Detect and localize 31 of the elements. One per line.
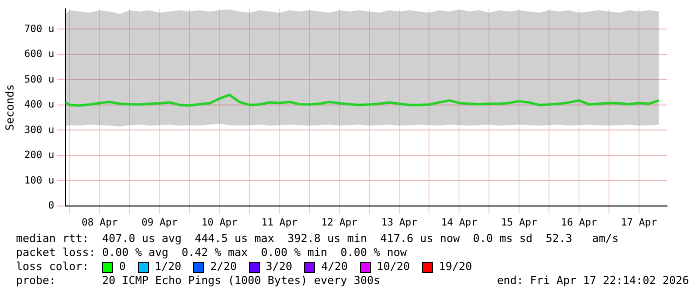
text: end: Fri Apr 17 22:14:02 2026 (496, 274, 689, 288)
y-tick-label: 100 u (24, 175, 54, 186)
text: probe: 20 ICMP Echo Pings (1000 Bytes) every 300s (16, 274, 380, 288)
legend-label: 0 (119, 260, 126, 274)
text: median rtt: 407.0 us avg 444.5 us max 392.8 us min 417.6 us now 0.0 ms sd 52.3 am/s (15, 232, 620, 246)
y-tick-label: 300 u (24, 124, 54, 136)
y-axis-title: Seconds (3, 84, 16, 131)
x-tick-label: 15 Apr (501, 218, 538, 229)
x-tick-label: 12 Apr (321, 218, 358, 229)
legend-label: 1/20 (154, 260, 182, 274)
legend-label: 3/20 (266, 260, 292, 274)
y-tick-label: 700 u (24, 24, 54, 35)
x-tick-label: 13 Apr (381, 218, 418, 229)
legend-label: 19/20 (438, 260, 472, 274)
x-tick-label: 17 Apr (620, 218, 657, 229)
y-tick-label: 400 u (24, 100, 54, 111)
x-tick-label: 16 Apr (560, 218, 598, 229)
text: packet loss: 0.00 % avg 0.42 % max 0.00 % min 0.00 % now (15, 246, 408, 260)
x-tick-label: 10 Apr (201, 218, 238, 229)
y-tick-label: 500 u (24, 74, 54, 86)
y-tick-label: 0 (48, 200, 54, 212)
legend-title: loss color: (16, 260, 90, 274)
x-tick-label: 08 Apr (82, 218, 118, 229)
legend-label: 4/20 (321, 260, 348, 274)
x-tick-label: 14 Apr (441, 218, 478, 229)
y-tick-label: 600 u (24, 49, 54, 60)
legend-label: 10/20 (376, 260, 410, 274)
x-tick-label: 09 Apr (142, 218, 178, 229)
y-tick-label: 200 u (24, 150, 54, 162)
x-tick-label: 11 Apr (261, 218, 298, 229)
legend-label: 2/20 (210, 260, 237, 274)
